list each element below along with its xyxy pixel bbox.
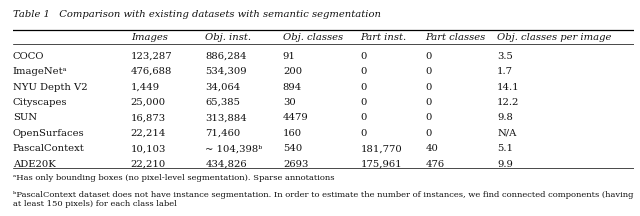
- Text: 0: 0: [426, 52, 432, 61]
- Text: Images: Images: [131, 33, 168, 42]
- Text: ImageNetᵃ: ImageNetᵃ: [13, 67, 67, 76]
- Text: 1,449: 1,449: [131, 83, 160, 92]
- Text: 534,309: 534,309: [205, 67, 247, 76]
- Text: 123,287: 123,287: [131, 52, 172, 61]
- Text: 894: 894: [283, 83, 302, 92]
- Text: Table 1   Comparison with existing datasets with semantic segmentation: Table 1 Comparison with existing dataset…: [13, 10, 381, 19]
- Text: 0: 0: [360, 67, 367, 76]
- Text: Cityscapes: Cityscapes: [13, 98, 67, 107]
- Text: COCO: COCO: [13, 52, 44, 61]
- Text: 9.9: 9.9: [497, 160, 513, 169]
- Text: 34,064: 34,064: [205, 83, 241, 92]
- Text: 0: 0: [360, 52, 367, 61]
- Text: 16,873: 16,873: [131, 113, 166, 122]
- Text: 540: 540: [283, 144, 302, 153]
- Text: 886,284: 886,284: [205, 52, 247, 61]
- Text: 71,460: 71,460: [205, 129, 241, 138]
- Text: 91: 91: [283, 52, 296, 61]
- Text: 0: 0: [426, 98, 432, 107]
- Text: ᵇPascalContext dataset does not have instance segmentation. In order to estimate: ᵇPascalContext dataset does not have ins…: [13, 191, 634, 208]
- Text: N/A: N/A: [497, 129, 516, 138]
- Text: 9.8: 9.8: [497, 113, 513, 122]
- Text: 0: 0: [426, 113, 432, 122]
- Text: 0: 0: [360, 98, 367, 107]
- Text: 10,103: 10,103: [131, 144, 166, 153]
- Text: 4479: 4479: [283, 113, 308, 122]
- Text: 2693: 2693: [283, 160, 308, 169]
- Text: SUN: SUN: [13, 113, 36, 122]
- Text: ADE20K: ADE20K: [13, 160, 56, 169]
- Text: 160: 160: [283, 129, 302, 138]
- Text: 0: 0: [426, 129, 432, 138]
- Text: 0: 0: [426, 67, 432, 76]
- Text: 65,385: 65,385: [205, 98, 240, 107]
- Text: PascalContext: PascalContext: [13, 144, 84, 153]
- Text: 200: 200: [283, 67, 302, 76]
- Text: 0: 0: [360, 83, 367, 92]
- Text: 0: 0: [360, 129, 367, 138]
- Text: Part classes: Part classes: [426, 33, 486, 42]
- Text: ~ 104,398ᵇ: ~ 104,398ᵇ: [205, 144, 262, 153]
- Text: NYU Depth V2: NYU Depth V2: [13, 83, 88, 92]
- Text: 22,210: 22,210: [131, 160, 166, 169]
- Text: 175,961: 175,961: [360, 160, 402, 169]
- Text: 30: 30: [283, 98, 296, 107]
- Text: OpenSurfaces: OpenSurfaces: [13, 129, 84, 138]
- Text: ᵃHas only bounding boxes (no pixel-level segmentation). Sparse annotations: ᵃHas only bounding boxes (no pixel-level…: [13, 174, 334, 182]
- Text: Obj. classes per image: Obj. classes per image: [497, 33, 611, 42]
- Text: 313,884: 313,884: [205, 113, 247, 122]
- Text: 434,826: 434,826: [205, 160, 247, 169]
- Text: Part inst.: Part inst.: [360, 33, 406, 42]
- Text: 5.1: 5.1: [497, 144, 513, 153]
- Text: 25,000: 25,000: [131, 98, 166, 107]
- Text: 3.5: 3.5: [497, 52, 513, 61]
- Text: 476: 476: [426, 160, 445, 169]
- Text: 40: 40: [426, 144, 438, 153]
- Text: 181,770: 181,770: [360, 144, 402, 153]
- Text: 12.2: 12.2: [497, 98, 520, 107]
- Text: 14.1: 14.1: [497, 83, 520, 92]
- Text: 22,214: 22,214: [131, 129, 166, 138]
- Text: 0: 0: [360, 113, 367, 122]
- Text: Obj. inst.: Obj. inst.: [205, 33, 252, 42]
- Text: 0: 0: [426, 83, 432, 92]
- Text: 1.7: 1.7: [497, 67, 513, 76]
- Text: 476,688: 476,688: [131, 67, 172, 76]
- Text: Obj. classes: Obj. classes: [283, 33, 343, 42]
